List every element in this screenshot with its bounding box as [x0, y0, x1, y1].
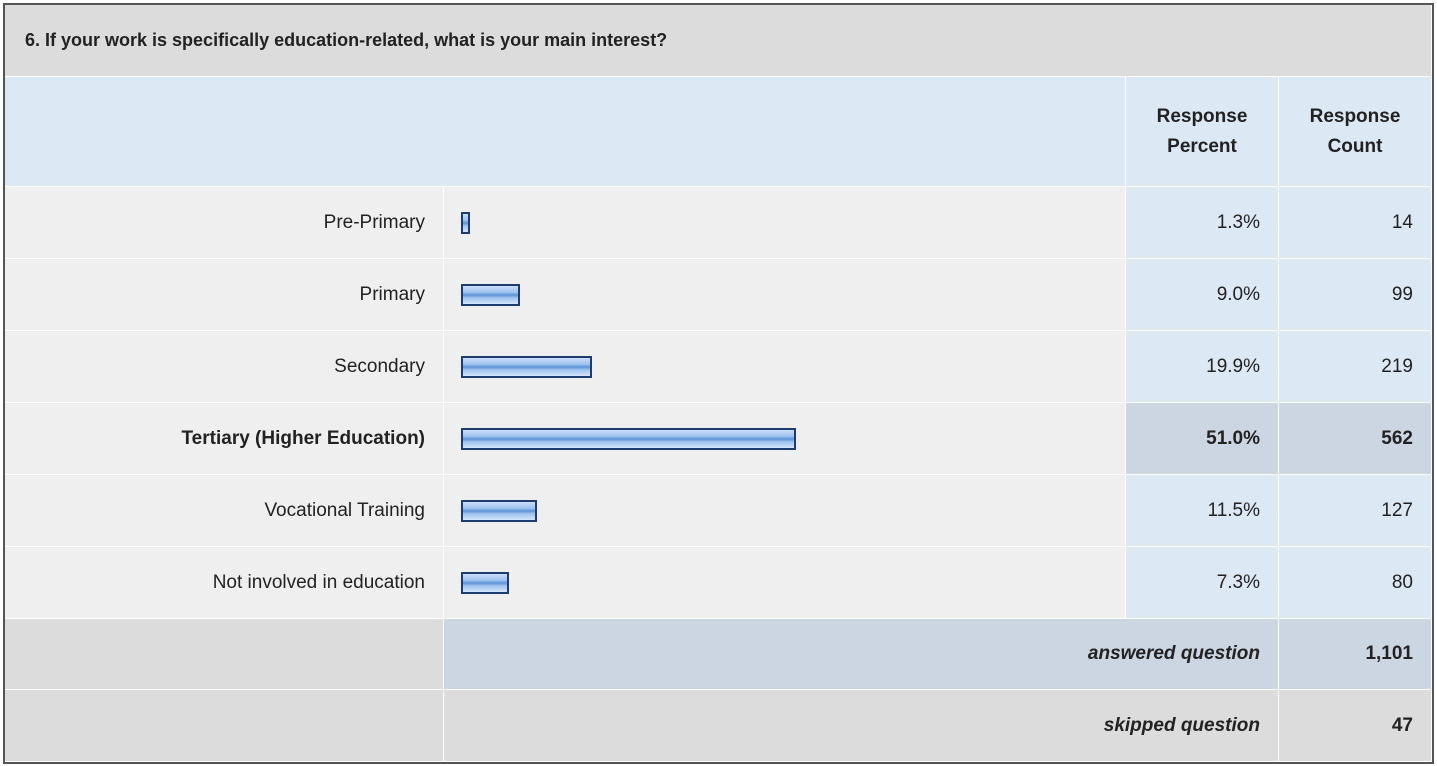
category-label: Secondary: [5, 331, 444, 403]
bar: [461, 572, 509, 594]
category-label: Tertiary (Higher Education): [5, 403, 444, 475]
bar: [461, 428, 797, 450]
bar: [461, 212, 470, 234]
percent: 51.0%: [1126, 403, 1279, 475]
bar: [461, 500, 537, 522]
count: 562: [1279, 403, 1432, 475]
footer-blank: [5, 690, 444, 762]
column-header: Response Count: [1279, 77, 1432, 187]
category-label: Not involved in education: [5, 547, 444, 619]
count: 127: [1279, 475, 1432, 547]
survey-table: 6. If your work is specifically educatio…: [3, 3, 1434, 764]
percent: 1.3%: [1126, 187, 1279, 259]
bar: [461, 284, 521, 306]
answered-label: answered question: [444, 619, 1279, 690]
skipped-count: 47: [1279, 690, 1432, 762]
skipped-label: skipped question: [444, 690, 1279, 762]
column-header: Response Percent: [1126, 77, 1279, 187]
count: 99: [1279, 259, 1432, 331]
title: 6. If your work is specifically educatio…: [5, 5, 1432, 77]
bar-cell: [444, 187, 1126, 259]
bar: [461, 356, 592, 378]
count: 219: [1279, 331, 1432, 403]
percent: 9.0%: [1126, 259, 1279, 331]
category-label: Primary: [5, 259, 444, 331]
category-label: Pre-Primary: [5, 187, 444, 259]
header-blank: [5, 77, 1126, 187]
footer-blank: [5, 619, 444, 690]
percent: 11.5%: [1126, 475, 1279, 547]
category-label: Vocational Training: [5, 475, 444, 547]
count: 80: [1279, 547, 1432, 619]
count: 14: [1279, 187, 1432, 259]
bar-cell: [444, 547, 1126, 619]
bar-cell: [444, 475, 1126, 547]
percent: 19.9%: [1126, 331, 1279, 403]
bar-cell: [444, 259, 1126, 331]
answered-count: 1,101: [1279, 619, 1432, 690]
percent: 7.3%: [1126, 547, 1279, 619]
